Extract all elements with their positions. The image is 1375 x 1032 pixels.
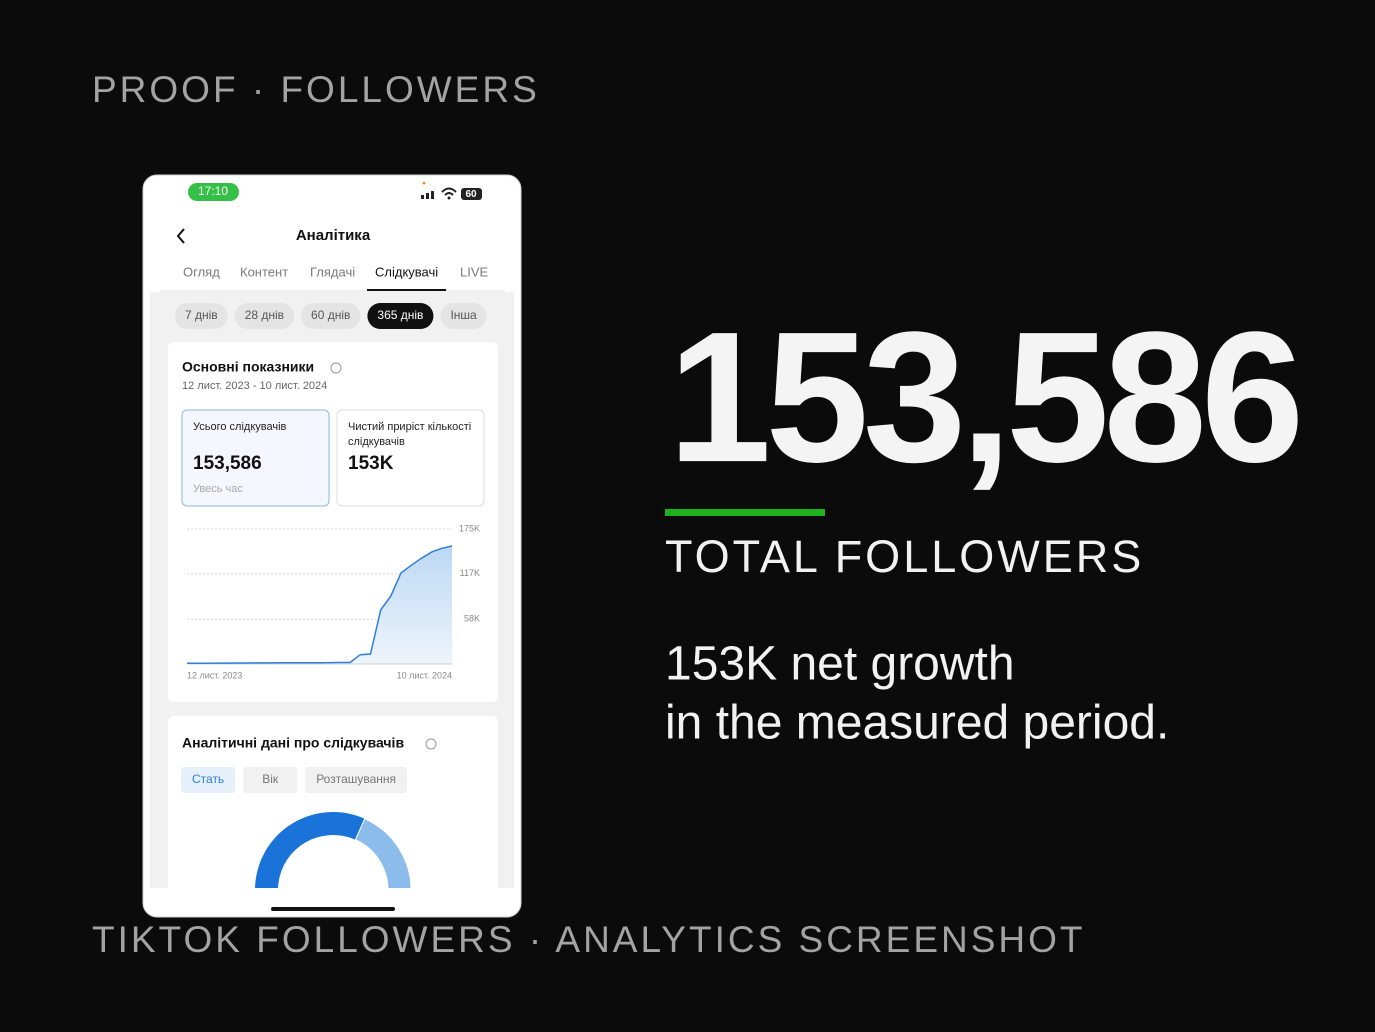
info-icon xyxy=(330,362,342,374)
status-time: 17:10 xyxy=(198,184,228,198)
tab-background xyxy=(181,767,236,793)
range-pill[interactable]: 365 днів xyxy=(367,303,434,329)
caption-line: 153K net growth xyxy=(665,638,1015,691)
headline-label: TOTAL FOLLOWERS xyxy=(665,531,1144,582)
range-pill[interactable]: 60 днів xyxy=(301,303,361,329)
insight-tab-label: Вік xyxy=(262,772,279,786)
headline-value: 153,586 xyxy=(668,294,1298,501)
back-button[interactable] xyxy=(176,228,185,244)
y-tick-label: 175K xyxy=(459,523,480,533)
range-label: Інша xyxy=(450,308,477,322)
tab[interactable]: Слідкувачі xyxy=(375,264,438,279)
range-pill[interactable]: 28 днів xyxy=(234,303,295,329)
pill-background xyxy=(440,303,487,329)
insight-tab-label: Розташування xyxy=(316,772,396,786)
overview-dates: 12 лист. 2023 - 10 лист. 2024 xyxy=(182,380,327,392)
insight-tab-label: Стать xyxy=(192,772,224,786)
donut-segment xyxy=(354,818,412,888)
insight-tab[interactable]: Розташування xyxy=(305,767,408,793)
range-pill[interactable]: 7 днів xyxy=(175,303,228,329)
phone-screen: 17:10 60 Аналітика Основні показники 12 … xyxy=(150,182,514,888)
range-label: 365 днів xyxy=(377,308,423,322)
metric-label-line: слідкувачів xyxy=(348,436,405,448)
tab-background xyxy=(305,767,408,793)
range-pill[interactable]: Інша xyxy=(440,303,487,329)
donut-segment xyxy=(255,812,365,888)
insights-title: Аналітичні дані про слідкувачів xyxy=(182,735,404,751)
range-label: 28 днів xyxy=(245,308,284,322)
overview-title: Основні показники xyxy=(182,359,314,375)
footer-label: TIKTOK FOLLOWERS · ANALYTICS SCREENSHOT xyxy=(92,919,1086,960)
wifi-icon xyxy=(441,187,457,196)
insights-card xyxy=(168,716,498,888)
metric-card xyxy=(336,409,485,507)
pill-background xyxy=(301,303,361,329)
tab[interactable]: Глядачі xyxy=(310,264,355,279)
tab[interactable]: Огляд xyxy=(183,264,220,279)
x-tick-label: 12 лист. 2023 xyxy=(187,670,242,680)
info-icon xyxy=(425,738,437,750)
range-label: 7 днів xyxy=(185,308,218,322)
pill-background xyxy=(175,303,228,329)
x-tick-label: 10 лист. 2024 xyxy=(397,670,452,680)
range-label: 60 днів xyxy=(311,308,350,322)
tab-background xyxy=(243,767,298,793)
metric-value: 153,586 xyxy=(193,453,262,474)
signal-icon xyxy=(421,182,434,199)
tab-underline xyxy=(367,289,447,291)
insight-tab[interactable]: Стать xyxy=(181,767,236,793)
home-indicator xyxy=(271,907,395,911)
metric-value: 153K xyxy=(348,453,394,474)
metric-note: Увесь час xyxy=(193,483,243,495)
tab[interactable]: LIVE xyxy=(460,264,489,279)
pill-background xyxy=(367,303,434,329)
page-title: Аналітика xyxy=(296,227,371,244)
y-tick-label: 117K xyxy=(460,568,480,578)
metric-label-line: Усього слідкувачів xyxy=(193,421,287,433)
metric-card xyxy=(181,409,330,507)
battery-level: 60 xyxy=(465,189,477,200)
pill-background xyxy=(234,303,295,329)
metric-label-line: Чистий приріст кількості xyxy=(348,421,471,433)
battery-icon xyxy=(461,188,482,200)
tab[interactable]: Контент xyxy=(240,264,288,279)
time-pill xyxy=(188,183,239,201)
accent-bar xyxy=(665,509,825,516)
line-area xyxy=(187,546,452,664)
metric-label: Усього слідкувачів xyxy=(193,421,287,433)
line xyxy=(187,545,453,664)
wifi-dot xyxy=(447,196,451,200)
metric-label: Чистий приріст кількості слідкувачів xyxy=(348,421,471,448)
y-tick-label: 58K xyxy=(464,614,480,624)
caption-line: in the measured period. xyxy=(665,697,1169,750)
header-label: PROOF · FOLLOWERS xyxy=(92,69,540,110)
insight-tab[interactable]: Вік xyxy=(243,767,298,793)
